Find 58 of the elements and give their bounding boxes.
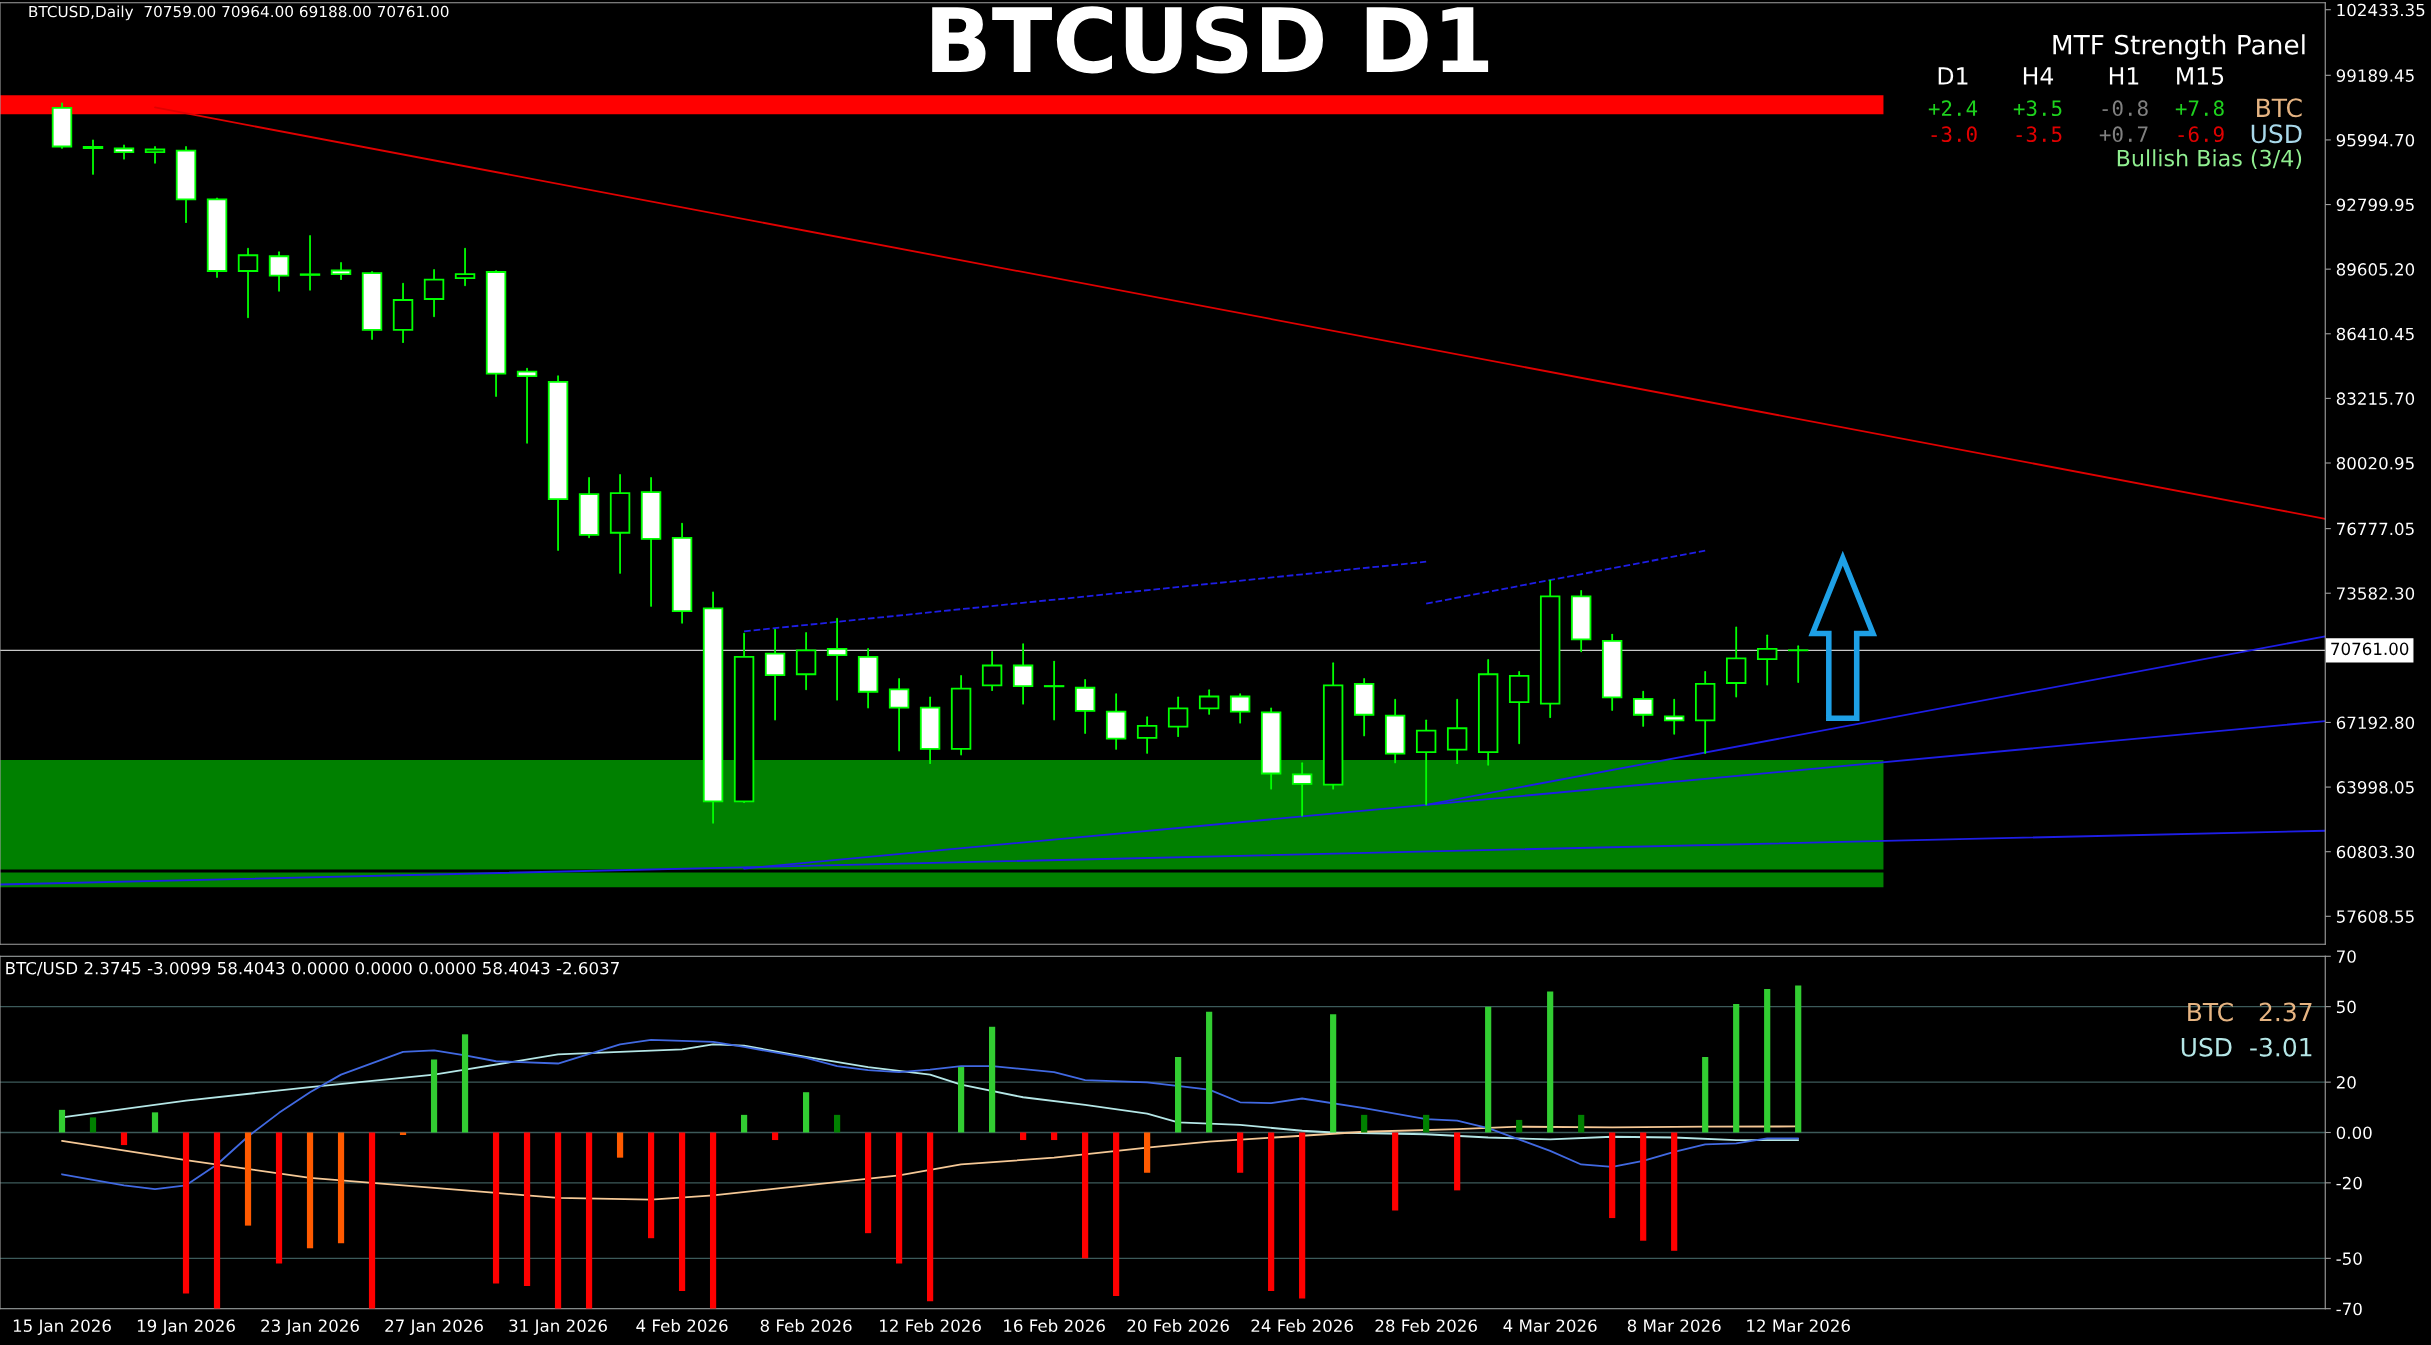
y-tick-label: 83215.70	[2336, 392, 2415, 405]
y-tick-label: 70	[2337, 950, 2356, 963]
ref-line-label: 70761.00	[2331, 642, 2409, 656]
x-tick-label: 4 Mar 2026	[1503, 1319, 1597, 1332]
x-tick-label: 20 Feb 2026	[1127, 1319, 1229, 1332]
y-tick-label: 76777.05	[2337, 522, 2414, 536]
annotation: -0.8	[2102, 100, 2148, 117]
y-tick-label: 57608.55	[2336, 910, 2414, 923]
annotation: H4	[2023, 67, 2054, 85]
annotation: BTC/USD 2.3745 -3.0099 58.4043 0.0000 0.0000 0.0000 58.4043 -2.6037	[6, 961, 619, 976]
x-tick-label: 28 Feb 2026	[1375, 1319, 1477, 1332]
y-tick-label: 50	[2336, 1000, 2356, 1014]
text: MTF Strength Panel	[2053, 34, 2305, 60]
y-tick-label: 86410.45	[2336, 327, 2414, 341]
y-tick-label: 63998.05	[2336, 781, 2414, 794]
annotation: H1	[2109, 67, 2139, 85]
x-tick-label: 27 Jan 2026	[385, 1319, 483, 1336]
annotation: Bullish Bias (3/4)	[2117, 149, 2302, 170]
annotation: -3.0	[1931, 126, 1977, 143]
y-tick-label: 92799.95	[2336, 198, 2414, 212]
y-tick-label: -50	[2336, 1252, 2362, 1265]
annotation: BTCUSD,Daily 70759.00 70964.00 69188.00 70761.00	[29, 5, 449, 21]
x-tick-label: 31 Jan 2026	[509, 1319, 607, 1336]
x-tick-label: 12 Feb 2026	[880, 1319, 981, 1332]
annotation: M15	[2177, 67, 2224, 85]
x-tick-label: 15 Jan 2026	[13, 1319, 111, 1336]
y-tick-label: 80020.95	[2336, 456, 2414, 470]
annotation: BTC	[2257, 98, 2302, 118]
y-tick-label: 95994.70	[2336, 133, 2415, 147]
y-tick-label: 0.00	[2336, 1126, 2372, 1140]
annotation: -6.9	[2178, 126, 2224, 143]
y-tick-label: 102433.35	[2337, 3, 2425, 17]
y-tick-label: -70	[2336, 1302, 2362, 1316]
annotation: BTC 2.37	[2188, 1002, 2312, 1022]
y-tick-label: -20	[2336, 1176, 2362, 1190]
x-tick-label: 23 Jan 2026	[261, 1319, 359, 1336]
x-tick-label: 4 Feb 2026	[636, 1319, 728, 1332]
y-tick-label: 89605.20	[2336, 263, 2415, 276]
y-tick-label: 20	[2336, 1076, 2356, 1089]
annotation: -3.5	[2016, 126, 2062, 143]
x-tick-label: 19 Jan 2026	[137, 1319, 235, 1336]
annotation: USD	[2251, 124, 2302, 144]
x-tick-label: 8 Feb 2026	[760, 1319, 852, 1332]
y-tick-label: 73582.30	[2337, 587, 2415, 600]
annotation: +0.7	[2099, 126, 2148, 143]
annotation: USD -3.01	[2181, 1037, 2312, 1057]
annotation: +2.4	[1928, 100, 1978, 116]
chart-title: BTCUSD D1	[932, 6, 1489, 74]
x-tick-label: 12 Mar 2026	[1747, 1319, 1850, 1332]
x-tick-label: 24 Feb 2026	[1251, 1319, 1353, 1332]
y-tick-label: 67192.80	[2336, 716, 2415, 730]
annotation: D1	[1938, 67, 1968, 85]
x-tick-label: 8 Mar 2026	[1627, 1319, 1721, 1332]
x-tick-label: 16 Feb 2026	[1004, 1319, 1105, 1332]
annotation: +3.5	[2013, 100, 2062, 117]
y-tick-label: 99189.45	[2336, 69, 2414, 82]
annotation: +7.8	[2175, 100, 2224, 117]
y-tick-label: 60803.30	[2336, 845, 2415, 859]
